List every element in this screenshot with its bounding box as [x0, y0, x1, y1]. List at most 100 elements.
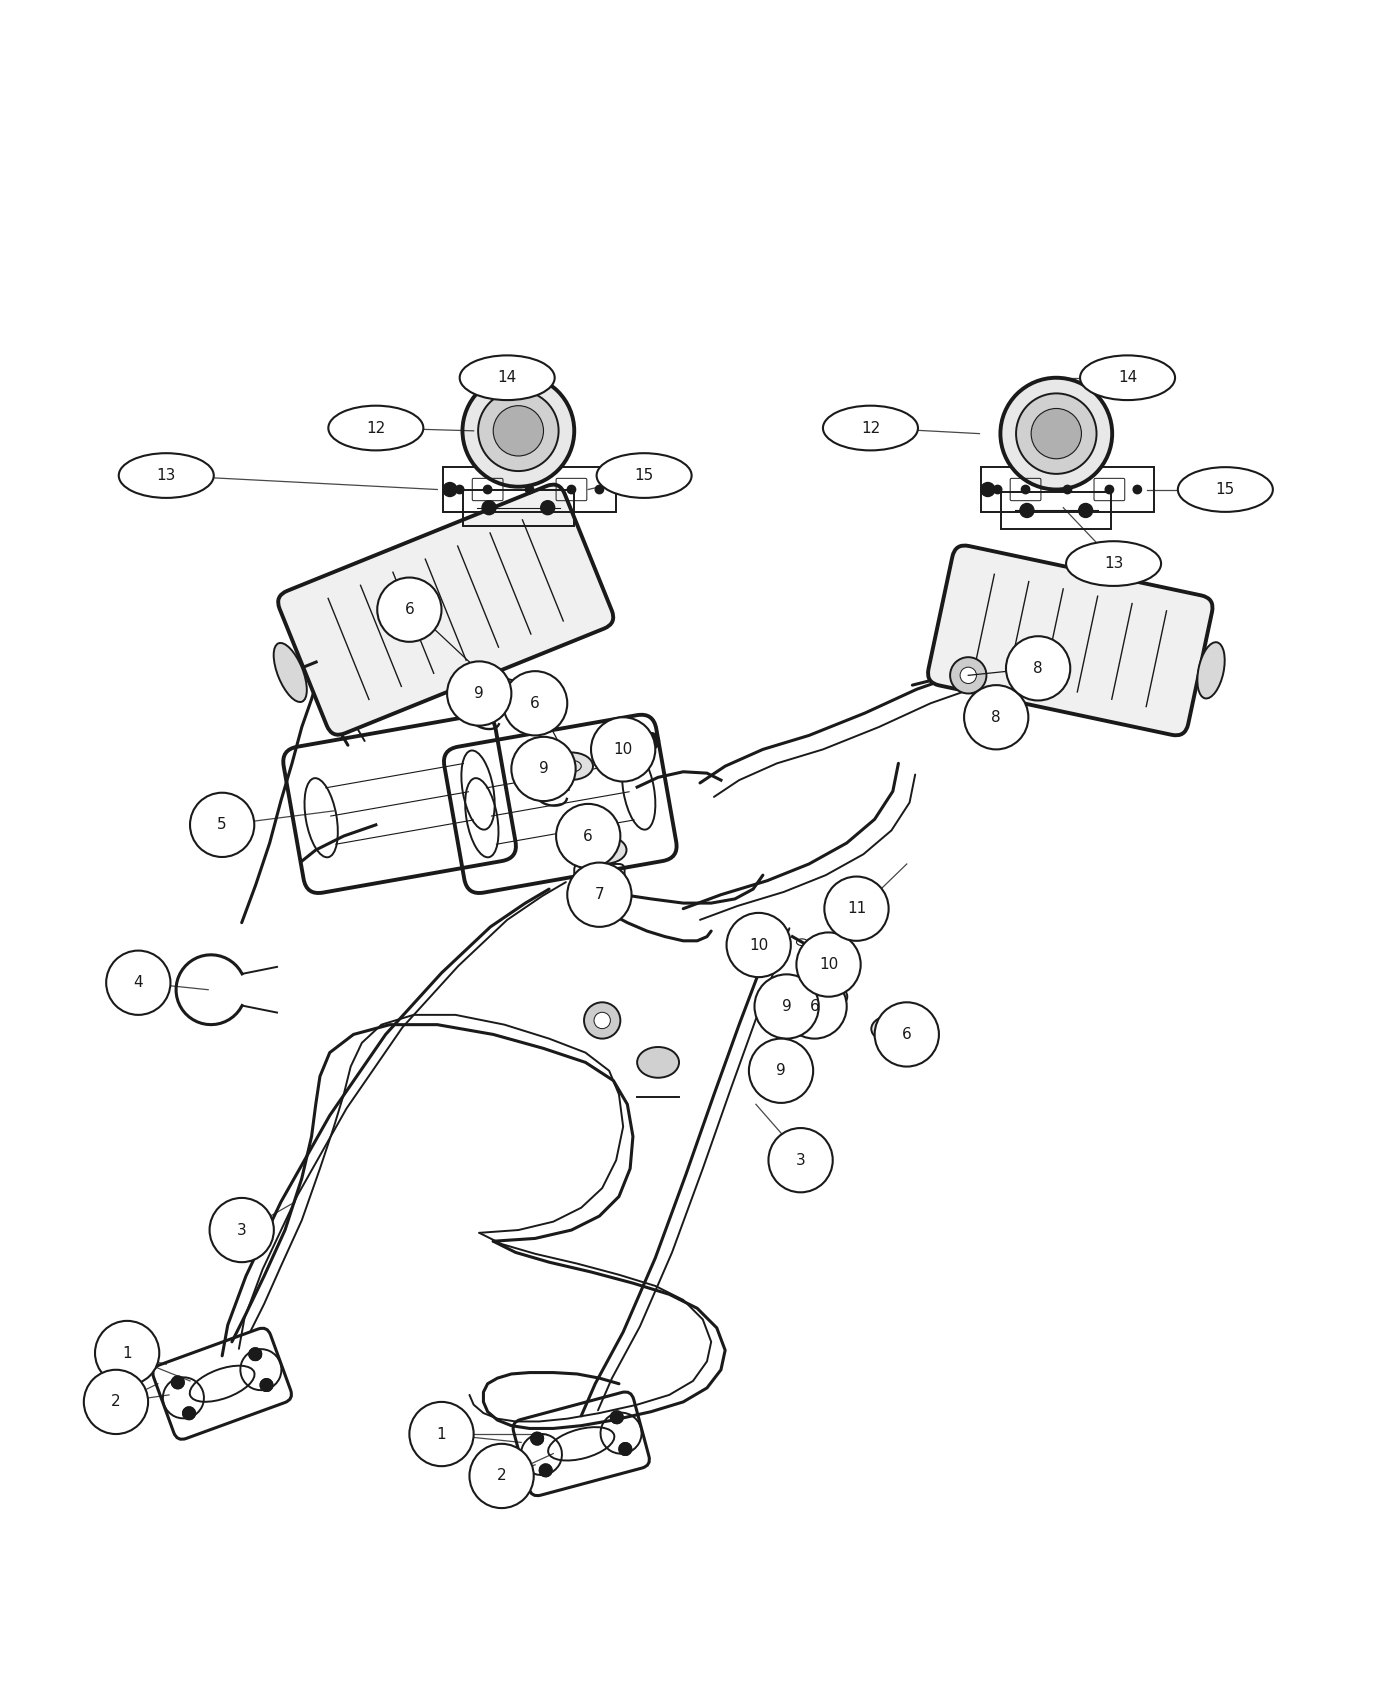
Text: 15: 15: [1215, 483, 1235, 496]
Circle shape: [1078, 503, 1092, 517]
Circle shape: [1105, 484, 1113, 493]
Circle shape: [965, 685, 1029, 750]
Circle shape: [567, 484, 575, 493]
Text: 11: 11: [847, 901, 867, 916]
Ellipse shape: [823, 406, 918, 451]
Text: 10: 10: [749, 937, 769, 952]
Text: 4: 4: [133, 976, 143, 989]
Circle shape: [591, 717, 655, 782]
Text: 2: 2: [111, 1394, 120, 1409]
Circle shape: [973, 692, 1009, 728]
Text: 9: 9: [539, 762, 549, 777]
Circle shape: [619, 1443, 631, 1455]
Circle shape: [249, 1348, 262, 1360]
Circle shape: [595, 484, 603, 493]
Circle shape: [106, 950, 171, 1015]
Circle shape: [556, 804, 620, 869]
Circle shape: [183, 1408, 196, 1420]
Ellipse shape: [1177, 468, 1273, 512]
Circle shape: [727, 913, 791, 978]
Circle shape: [875, 1003, 939, 1066]
Circle shape: [95, 1321, 160, 1386]
Text: 6: 6: [405, 602, 414, 617]
Circle shape: [531, 1433, 543, 1445]
Circle shape: [260, 1379, 273, 1391]
Circle shape: [377, 578, 441, 643]
Circle shape: [804, 940, 820, 955]
Circle shape: [960, 666, 976, 683]
Text: 12: 12: [367, 420, 385, 435]
Ellipse shape: [480, 678, 524, 706]
Circle shape: [825, 877, 889, 940]
Circle shape: [540, 502, 554, 515]
Circle shape: [610, 1411, 623, 1423]
Circle shape: [469, 1443, 533, 1508]
Text: 6: 6: [809, 1000, 819, 1013]
Text: 10: 10: [613, 741, 633, 757]
Ellipse shape: [1065, 541, 1161, 586]
Ellipse shape: [273, 643, 307, 702]
Circle shape: [749, 1039, 813, 1103]
Ellipse shape: [804, 983, 847, 1010]
Circle shape: [619, 1443, 631, 1455]
Text: 14: 14: [497, 371, 517, 386]
Ellipse shape: [596, 454, 692, 498]
Circle shape: [643, 733, 659, 750]
Ellipse shape: [871, 1015, 914, 1042]
Circle shape: [591, 892, 608, 910]
Circle shape: [539, 1464, 552, 1477]
FancyBboxPatch shape: [279, 484, 613, 734]
Ellipse shape: [550, 753, 594, 780]
Circle shape: [1007, 636, 1070, 700]
Ellipse shape: [119, 454, 214, 498]
Text: 3: 3: [795, 1153, 805, 1168]
Text: 9: 9: [781, 1000, 791, 1013]
Circle shape: [493, 406, 543, 456]
Circle shape: [483, 484, 491, 493]
Ellipse shape: [1079, 355, 1175, 400]
Ellipse shape: [329, 406, 423, 451]
Text: 8: 8: [991, 711, 1001, 724]
Text: 9: 9: [475, 687, 484, 700]
Circle shape: [503, 672, 567, 736]
Text: 2: 2: [497, 1469, 507, 1484]
Circle shape: [797, 932, 861, 996]
Circle shape: [172, 1375, 183, 1389]
Circle shape: [531, 1433, 543, 1445]
Text: 1: 1: [437, 1426, 447, 1442]
Circle shape: [594, 1012, 610, 1028]
Text: 8: 8: [1033, 661, 1043, 677]
Circle shape: [1022, 484, 1030, 493]
Circle shape: [511, 736, 575, 801]
Circle shape: [981, 483, 995, 496]
Circle shape: [525, 484, 533, 493]
Circle shape: [1001, 377, 1112, 490]
Circle shape: [409, 1402, 473, 1465]
Circle shape: [584, 1003, 620, 1039]
Circle shape: [748, 925, 764, 942]
Circle shape: [183, 1408, 196, 1420]
Circle shape: [1016, 393, 1096, 474]
Circle shape: [190, 792, 255, 857]
Circle shape: [983, 702, 998, 719]
Circle shape: [482, 502, 496, 515]
Text: 5: 5: [217, 818, 227, 833]
Text: 9: 9: [776, 1062, 785, 1078]
Text: 13: 13: [1103, 556, 1123, 571]
Text: 15: 15: [634, 468, 654, 483]
Text: 14: 14: [1119, 371, 1137, 386]
Text: 1: 1: [122, 1345, 132, 1360]
Circle shape: [567, 862, 631, 926]
Circle shape: [442, 483, 456, 496]
Ellipse shape: [1197, 643, 1225, 699]
Text: 7: 7: [595, 887, 605, 903]
Text: 10: 10: [819, 957, 839, 972]
Circle shape: [601, 733, 617, 750]
Ellipse shape: [637, 1047, 679, 1078]
Text: 6: 6: [902, 1027, 911, 1042]
Ellipse shape: [459, 355, 554, 400]
Circle shape: [249, 1348, 262, 1360]
Circle shape: [539, 1464, 552, 1477]
Circle shape: [260, 1379, 273, 1391]
Circle shape: [447, 661, 511, 726]
